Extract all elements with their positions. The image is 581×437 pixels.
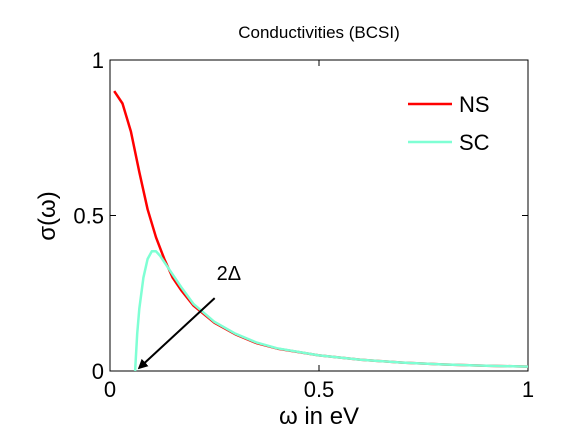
series-line-sc bbox=[133, 250, 529, 372]
y-tick-label: 0.5 bbox=[73, 204, 104, 229]
x-axis-label: ω in eV bbox=[279, 403, 359, 430]
y-tick-label: 0 bbox=[92, 359, 104, 384]
annotation-label: 2Δ bbox=[217, 263, 241, 285]
annotation-arrow bbox=[137, 297, 216, 370]
y-tick-label: 1 bbox=[92, 48, 104, 73]
legend: NS SC bbox=[408, 92, 490, 155]
chart-title: Conductivities (BCSI) bbox=[238, 23, 400, 42]
axes: 0 0.5 1 0 0.5 1 bbox=[73, 48, 534, 402]
annotation-layer: 2Δ bbox=[137, 263, 241, 370]
legend-label-sc: SC bbox=[459, 130, 490, 155]
x-tick-label: 1 bbox=[522, 377, 534, 402]
x-tick-label: 0.5 bbox=[304, 377, 335, 402]
series-layer bbox=[113, 90, 529, 372]
x-tick-label: 0 bbox=[104, 377, 116, 402]
legend-label-ns: NS bbox=[459, 92, 490, 117]
y-axis-label: σ(ω) bbox=[34, 191, 61, 241]
